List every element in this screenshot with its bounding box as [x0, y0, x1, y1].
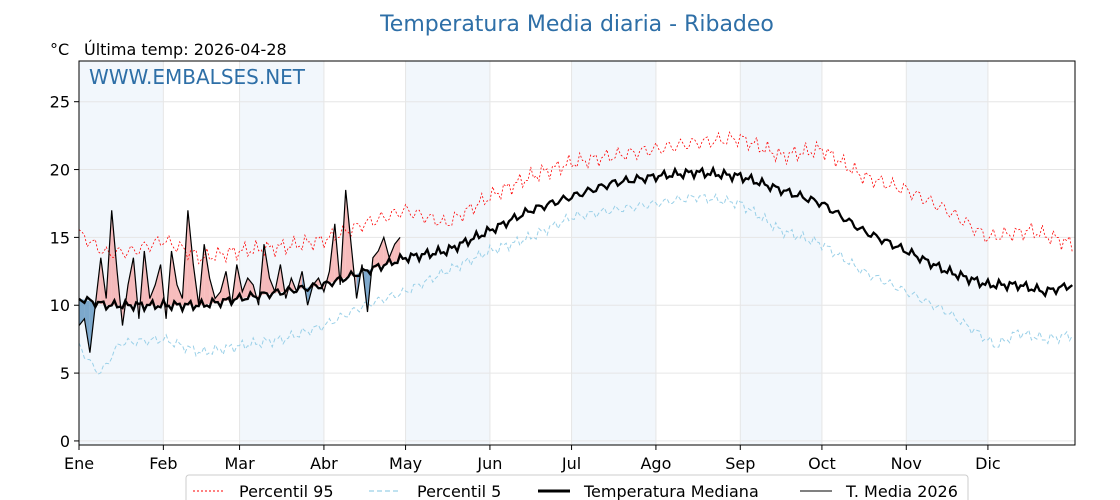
chart-title: Temperatura Media diaria - Ribadeo [379, 12, 774, 37]
anomaly-fill [378, 237, 384, 267]
anomaly-fill [155, 264, 161, 306]
anomaly-fill [79, 298, 85, 326]
x-tick-label: Abr [310, 454, 338, 473]
y-tick-label: 15 [50, 228, 70, 247]
legend-label-p5: Percentil 5 [417, 482, 501, 500]
x-tick-label: Ago [640, 454, 671, 473]
x-tick-label: Mar [224, 454, 255, 473]
legend-frame [185, 474, 969, 500]
x-tick-label: Dic [975, 454, 1001, 473]
series-lines [78, 131, 1074, 375]
y-axis: 0 5 10 15 20 25 [50, 93, 79, 451]
x-tick-label: Jul [561, 454, 581, 473]
legend: Percentil 95 Percentil 5 Temperatura Med… [185, 474, 969, 500]
month-bands [79, 61, 988, 445]
anomaly-fill [220, 271, 226, 302]
watermark: WWW.EMBALSES.NET [89, 65, 306, 89]
last-temp-label: Última temp: 2026-04-28 [84, 40, 287, 59]
x-tick-label: Ene [64, 454, 94, 473]
plot-frame [78, 60, 1076, 446]
series-t-media-2026 [78, 189, 401, 353]
month-band [79, 61, 164, 445]
month-band [740, 61, 822, 445]
series-percentil-5 [78, 193, 1073, 375]
month-band [239, 61, 324, 445]
x-tick-label: May [389, 454, 422, 473]
x-tick-label: Sep [725, 454, 755, 473]
legend-label-2026: T. Media 2026 [845, 482, 958, 500]
grid [78, 61, 1075, 445]
x-axis: Ene Feb Mar Abr May Jun Jul Ago Sep Oct Nov Dic [64, 445, 1001, 473]
unit-label: °C [50, 40, 69, 59]
y-tick-label: 10 [50, 296, 70, 315]
anomaly-fill [171, 250, 177, 306]
anomaly-fill [345, 189, 352, 278]
anomaly-fill [176, 284, 183, 306]
anomaly-fill [264, 244, 270, 295]
legend-label-median: Temperatura Mediana [583, 482, 759, 500]
legend-label-p95: Percentil 95 [239, 482, 334, 500]
x-tick-label: Feb [149, 454, 177, 473]
month-band [906, 61, 988, 445]
anomaly-fill [204, 244, 210, 305]
x-tick-label: Jun [476, 454, 502, 473]
anomaly-fill [149, 284, 156, 306]
anomaly-fill [127, 257, 134, 306]
anomaly-fill [111, 210, 118, 306]
x-tick-label: Oct [808, 454, 836, 473]
y-tick-label: 20 [50, 161, 70, 180]
anomaly-fill [187, 210, 194, 306]
month-band [571, 61, 656, 445]
y-tick-label: 0 [60, 432, 70, 451]
y-tick-label: 25 [50, 93, 70, 112]
series-temperatura-mediana [78, 165, 1074, 314]
anomaly-fill [84, 299, 90, 353]
series-percentil-95 [78, 131, 1073, 265]
x-tick-label: Nov [891, 454, 922, 473]
anomaly-fill [215, 291, 221, 303]
y-tick-label: 5 [60, 364, 70, 383]
